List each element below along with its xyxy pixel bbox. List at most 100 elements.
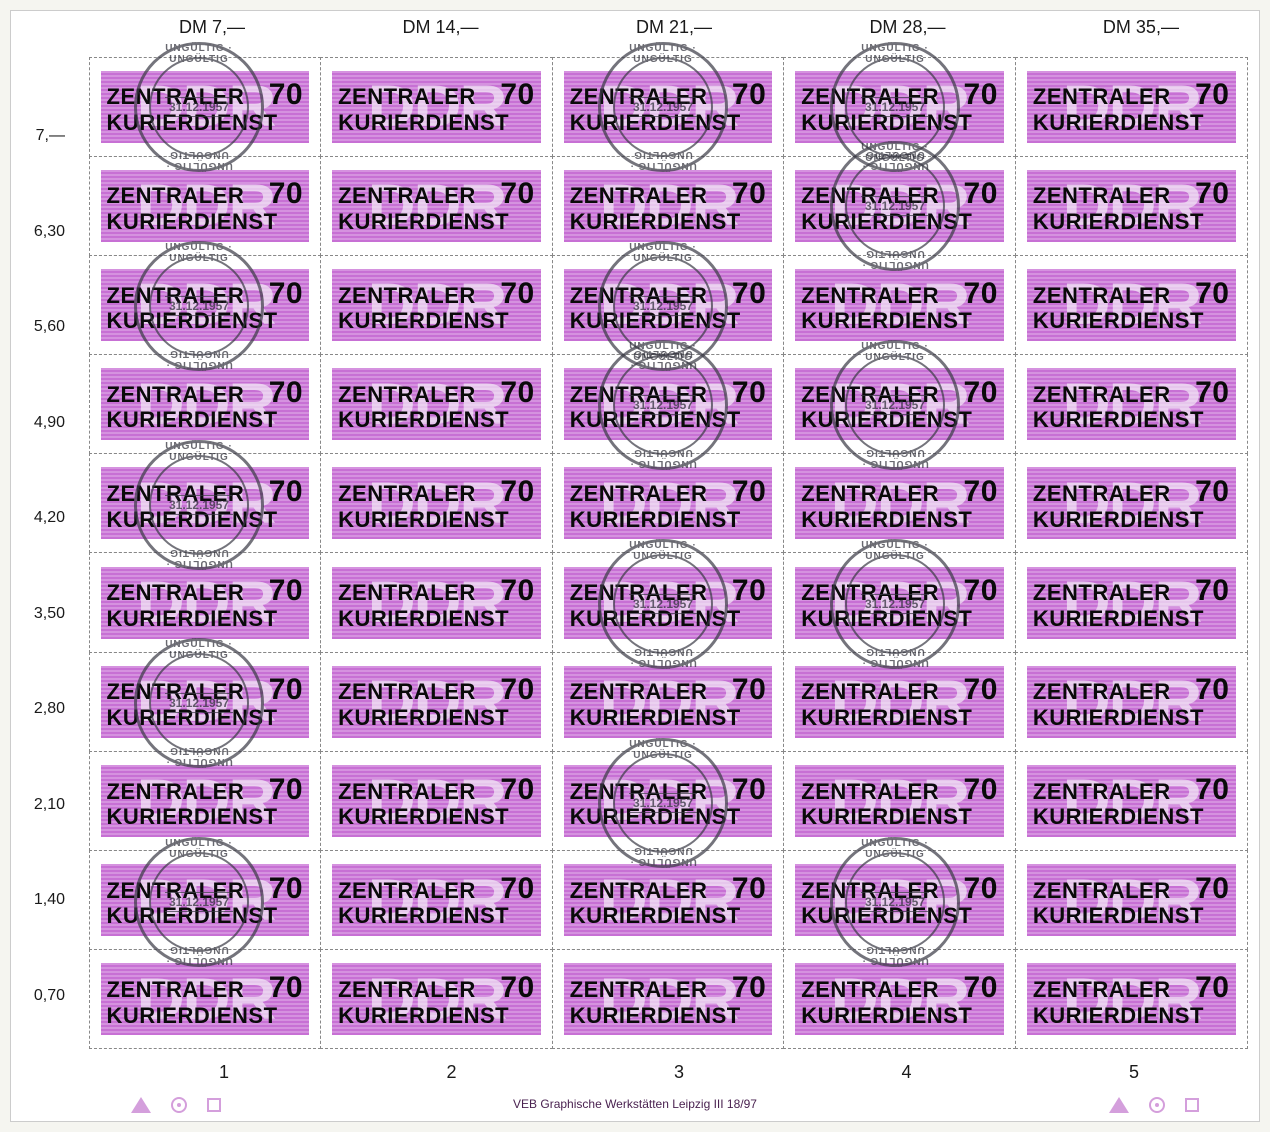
- stamp-cell: DDRZENTRALER70KURIERDIENST: [552, 751, 785, 851]
- stamp-text: ZENTRALER70KURIERDIENST: [795, 472, 1004, 535]
- stamp-cell: DDRZENTRALER70KURIERDIENST: [783, 652, 1016, 752]
- stamp-line2: KURIERDIENST: [801, 706, 998, 729]
- stamp-text: ZENTRALER70KURIERDIENST: [1027, 274, 1236, 337]
- stamp-text: ZENTRALER70KURIERDIENST: [795, 869, 1004, 932]
- stamp-line2: KURIERDIENST: [1033, 805, 1230, 828]
- stamp-text: ZENTRALER70KURIERDIENST: [332, 274, 541, 337]
- stamp-cell: DDRZENTRALER70KURIERDIENST: [1015, 751, 1248, 851]
- stamp: DDRZENTRALER70KURIERDIENST: [792, 663, 1007, 741]
- stamp-text: ZENTRALER70KURIERDIENST: [1027, 869, 1236, 932]
- stamp: DDRZENTRALER70KURIERDIENST: [561, 68, 776, 146]
- stamp-line2: KURIERDIENST: [338, 210, 535, 233]
- stamp: DDRZENTRALER70KURIERDIENST: [329, 365, 544, 443]
- stamp-denomination: 70: [732, 674, 766, 706]
- stamp-denomination: 70: [1195, 873, 1229, 905]
- stamp-line2: KURIERDIENST: [107, 1004, 304, 1027]
- stamp-text: ZENTRALER70KURIERDIENST: [101, 869, 310, 932]
- stamp-word-zentraler: ZENTRALER: [338, 284, 476, 307]
- stamp-text: ZENTRALER70KURIERDIENST: [332, 174, 541, 237]
- stamp-word-zentraler: ZENTRALER: [107, 581, 245, 604]
- stamp-word-zentraler: ZENTRALER: [1033, 879, 1171, 902]
- stamp: DDRZENTRALER70KURIERDIENST: [329, 68, 544, 146]
- left-label: 5,60: [21, 280, 71, 374]
- stamp-denomination: 70: [964, 79, 998, 111]
- stamp-line2: KURIERDIENST: [107, 408, 304, 431]
- stamp-cell: DDRZENTRALER70KURIERDIENST: [89, 751, 322, 851]
- stamp-word-zentraler: ZENTRALER: [1033, 680, 1171, 703]
- stamp-cell: DDRZENTRALER70KURIERDIENST: [552, 354, 785, 454]
- top-value-row: DM 7,— DM 14,— DM 21,— DM 28,— DM 35,—: [119, 17, 1239, 38]
- stamp-line1: ZENTRALER70: [1033, 575, 1230, 607]
- stamp-word-zentraler: ZENTRALER: [338, 780, 476, 803]
- stamp-line1: ZENTRALER70: [1033, 278, 1230, 310]
- stamp-cell: DDRZENTRALER70KURIERDIENST: [783, 255, 1016, 355]
- stamp-cell: DDRZENTRALER70KURIERDIENST: [320, 949, 553, 1049]
- stamp-word-zentraler: ZENTRALER: [801, 978, 939, 1001]
- stamp-cell: DDRZENTRALER70KURIERDIENST: [552, 850, 785, 950]
- left-label: 2,80: [21, 662, 71, 756]
- stamp-text: ZENTRALER70KURIERDIENST: [795, 770, 1004, 833]
- stamp-cell: DDRZENTRALER70KURIERDIENST: [1015, 552, 1248, 652]
- stamp-cell: DDRZENTRALER70KURIERDIENST: [320, 652, 553, 752]
- stamp-line2: KURIERDIENST: [801, 805, 998, 828]
- stamp-line2: KURIERDIENST: [570, 706, 767, 729]
- stamp-text: ZENTRALER70KURIERDIENST: [795, 968, 1004, 1031]
- stamp-line1: ZENTRALER70: [107, 476, 304, 508]
- stamp-cell: DDRZENTRALER70KURIERDIENST: [89, 552, 322, 652]
- stamp-word-zentraler: ZENTRALER: [338, 85, 476, 108]
- stamp-word-zentraler: ZENTRALER: [801, 85, 939, 108]
- stamp-denomination: 70: [1195, 278, 1229, 310]
- stamp-word-zentraler: ZENTRALER: [570, 284, 708, 307]
- stamp-text: ZENTRALER70KURIERDIENST: [564, 174, 773, 237]
- stamp-denomination: 70: [964, 774, 998, 806]
- stamp-denomination: 70: [500, 674, 534, 706]
- stamp-text: ZENTRALER70KURIERDIENST: [332, 670, 541, 733]
- stamp-denomination: 70: [1195, 178, 1229, 210]
- stamp-word-zentraler: ZENTRALER: [570, 978, 708, 1001]
- stamp: DDRZENTRALER70KURIERDIENST: [792, 861, 1007, 939]
- stamp-cell: DDRZENTRALER70KURIERDIENST: [1015, 354, 1248, 454]
- stamp-line2: KURIERDIENST: [570, 805, 767, 828]
- stamp-text: ZENTRALER70KURIERDIENST: [1027, 174, 1236, 237]
- stamp-cell: DDRZENTRALER70KURIERDIENST: [320, 751, 553, 851]
- stamp-denomination: 70: [500, 377, 534, 409]
- stamp-cell: DDRZENTRALER70KURIERDIENST: [89, 255, 322, 355]
- stamp-text: ZENTRALER70KURIERDIENST: [1027, 75, 1236, 138]
- stamp: DDRZENTRALER70KURIERDIENST: [98, 663, 313, 741]
- stamp: DDRZENTRALER70KURIERDIENST: [98, 365, 313, 443]
- stamp-text: ZENTRALER70KURIERDIENST: [101, 968, 310, 1031]
- stamp-text: ZENTRALER70KURIERDIENST: [332, 472, 541, 535]
- stamp-word-zentraler: ZENTRALER: [338, 581, 476, 604]
- stamp-denomination: 70: [500, 972, 534, 1004]
- stamp-line2: KURIERDIENST: [338, 607, 535, 630]
- stamp-cell: DDRZENTRALER70KURIERDIENST: [320, 850, 553, 950]
- stamp-word-zentraler: ZENTRALER: [801, 184, 939, 207]
- stamp-text: ZENTRALER70KURIERDIENST: [101, 75, 310, 138]
- left-label: 4,90: [21, 376, 71, 470]
- stamp-denomination: 70: [500, 278, 534, 310]
- bottom-number-row: 1 2 3 4 5: [119, 1062, 1239, 1083]
- stamp-line1: ZENTRALER70: [801, 476, 998, 508]
- stamp-denomination: 70: [500, 79, 534, 111]
- stamp-line2: KURIERDIENST: [338, 904, 535, 927]
- stamp-word-zentraler: ZENTRALER: [1033, 978, 1171, 1001]
- stamp-line2: KURIERDIENST: [1033, 408, 1230, 431]
- stamp-cell: DDRZENTRALER70KURIERDIENST: [320, 552, 553, 652]
- stamp: DDRZENTRALER70KURIERDIENST: [561, 960, 776, 1038]
- stamp-line2: KURIERDIENST: [338, 706, 535, 729]
- stamp-text: ZENTRALER70KURIERDIENST: [564, 472, 773, 535]
- stamp-denomination: 70: [1195, 774, 1229, 806]
- stamp-word-zentraler: ZENTRALER: [570, 879, 708, 902]
- stamp-denomination: 70: [500, 178, 534, 210]
- bottom-label: 1: [219, 1062, 229, 1083]
- stamp-text: ZENTRALER70KURIERDIENST: [1027, 770, 1236, 833]
- stamp-denomination: 70: [964, 972, 998, 1004]
- stamp-line1: ZENTRALER70: [801, 873, 998, 905]
- stamp-line2: KURIERDIENST: [338, 508, 535, 531]
- stamp-line1: ZENTRALER70: [801, 575, 998, 607]
- stamp-text: ZENTRALER70KURIERDIENST: [101, 770, 310, 833]
- stamp: DDRZENTRALER70KURIERDIENST: [98, 167, 313, 245]
- stamp-line1: ZENTRALER70: [107, 377, 304, 409]
- stamp-denomination: 70: [500, 774, 534, 806]
- stamp-line1: ZENTRALER70: [338, 972, 535, 1004]
